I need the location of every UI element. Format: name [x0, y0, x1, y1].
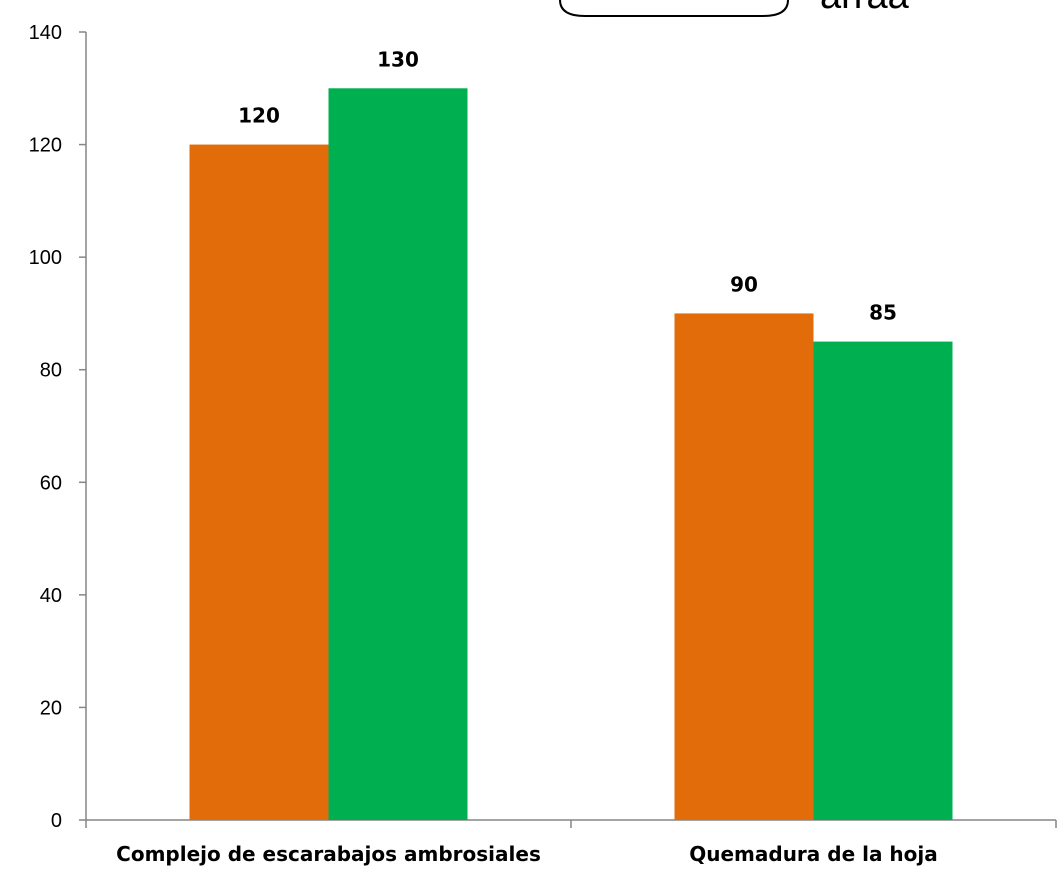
y-tick-label: 80 [40, 360, 62, 382]
y-tick-label: 120 [29, 135, 62, 157]
bar [674, 313, 814, 820]
bars [189, 88, 953, 821]
x-category-label: Quemadura de la hoja [689, 842, 938, 866]
data-label: 85 [869, 301, 897, 325]
bar [813, 341, 953, 820]
data-label: 90 [730, 272, 758, 296]
y-tick-label: 0 [51, 810, 62, 832]
bar [328, 88, 468, 821]
y-tick-label: 40 [40, 585, 62, 607]
legend-fragment: arraa [559, 0, 910, 17]
data-label: 120 [238, 104, 280, 128]
y-tick-label: 140 [29, 22, 62, 44]
y-tick-label: 20 [40, 697, 62, 719]
x-category-label: Complejo de escarabajos ambrosiales [116, 842, 541, 866]
legend-text: arraa [820, 0, 910, 17]
bar [189, 144, 329, 821]
y-tick-label: 60 [40, 472, 62, 494]
y-tick-label: 100 [29, 247, 62, 269]
labels: 0 20 40 60 80 100 120 140 120 130 Complejo de esca… [29, 22, 938, 866]
data-label: 130 [377, 47, 419, 71]
legend-box [559, 0, 789, 17]
